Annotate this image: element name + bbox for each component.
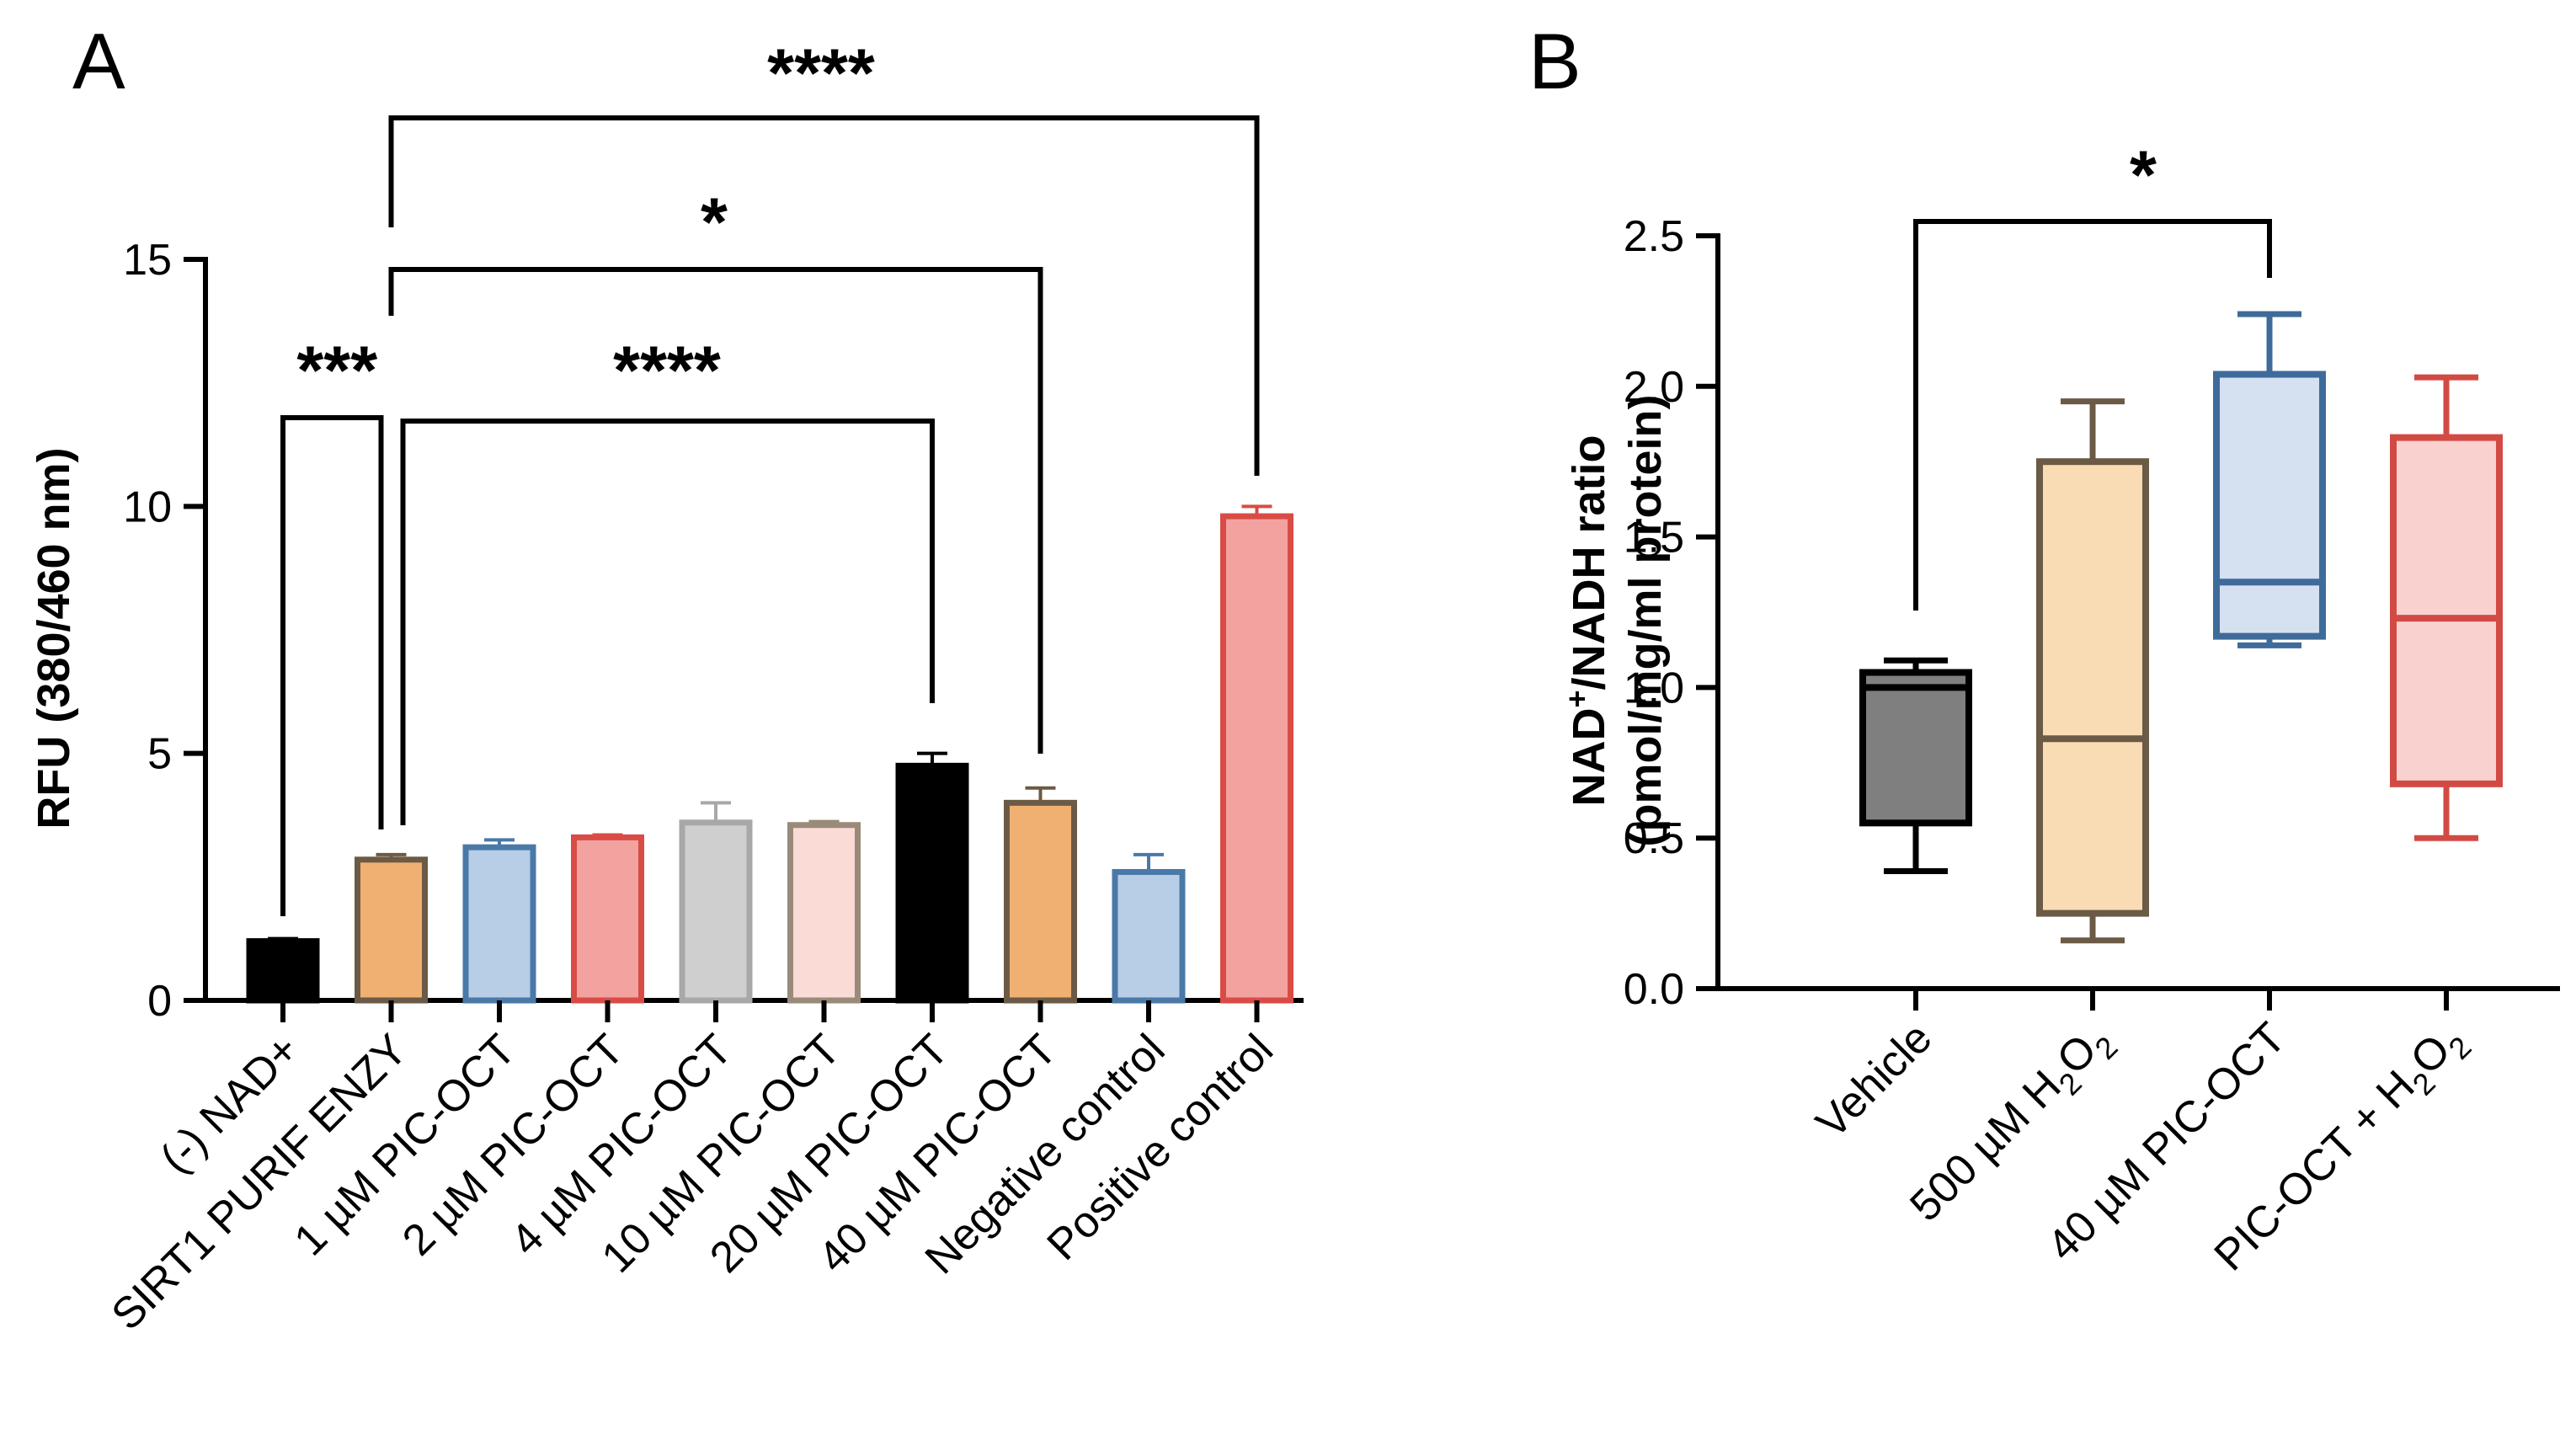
significance-label: * <box>2130 137 2157 214</box>
y-tick-label: 0.5 <box>1624 814 1684 863</box>
significance-bracket <box>400 419 935 825</box>
significance-label: **** <box>613 333 721 409</box>
box <box>2390 434 2503 787</box>
x-tick-label: Vehicle <box>1807 1013 1942 1148</box>
y-axis-title-part: /NADH ratio <box>1564 435 1614 690</box>
significance-bracket <box>1913 219 2272 611</box>
bar <box>1220 513 1293 1004</box>
panel-a-letter: A <box>72 17 125 105</box>
panel-b-letter: B <box>1528 17 1581 105</box>
y-tick-label: 5 <box>147 730 172 779</box>
y-tick-label: 10 <box>123 483 172 531</box>
y-axis-title-part: NAD <box>1564 708 1614 807</box>
bar <box>1004 799 1077 1004</box>
significance-label: *** <box>296 333 377 409</box>
y-tick-label: 0.0 <box>1624 965 1684 1014</box>
significance-bracket <box>388 267 1043 754</box>
y-axis-title-line2: (pmol/mg/ml protein) <box>1620 395 1671 847</box>
y-tick-label: 1.5 <box>1624 514 1684 563</box>
y-tick-label: 2.5 <box>1624 212 1684 261</box>
bar <box>787 822 861 1004</box>
bar <box>462 844 536 1004</box>
y-tick-label: 2.0 <box>1624 363 1684 412</box>
bar <box>246 938 320 1004</box>
significance-bracket <box>280 415 384 916</box>
significance-label: **** <box>767 35 875 112</box>
bar <box>895 762 969 1004</box>
box <box>2036 458 2149 917</box>
significance-label: * <box>701 184 728 261</box>
y-axis-title: RFU (380/460 nm) <box>29 447 79 829</box>
y-tick-label: 15 <box>123 236 172 285</box>
y-tick-label: 0 <box>147 977 172 1026</box>
y-tick-label: 1.0 <box>1624 664 1684 712</box>
bar <box>571 834 644 1004</box>
bar <box>679 819 753 1004</box>
significance-bracket <box>388 115 1260 476</box>
box <box>1859 669 1972 827</box>
y-axis-title-superscript: + <box>1560 690 1594 707</box>
x-tick-label-part: Vehicle <box>1807 1013 1942 1148</box>
chart-b: 0.0 0.5 1.0 1.5 2.0 2.5 NAD+/NADH ratio (pmol/m… <box>1560 137 2560 1280</box>
bar <box>355 856 428 1004</box>
y-axis-title-line1: NAD+/NADH ratio <box>1560 435 1614 806</box>
box <box>2213 371 2326 640</box>
x-tick-label-part: 500 µM H <box>1901 1061 2070 1230</box>
bar <box>1112 868 1186 1004</box>
